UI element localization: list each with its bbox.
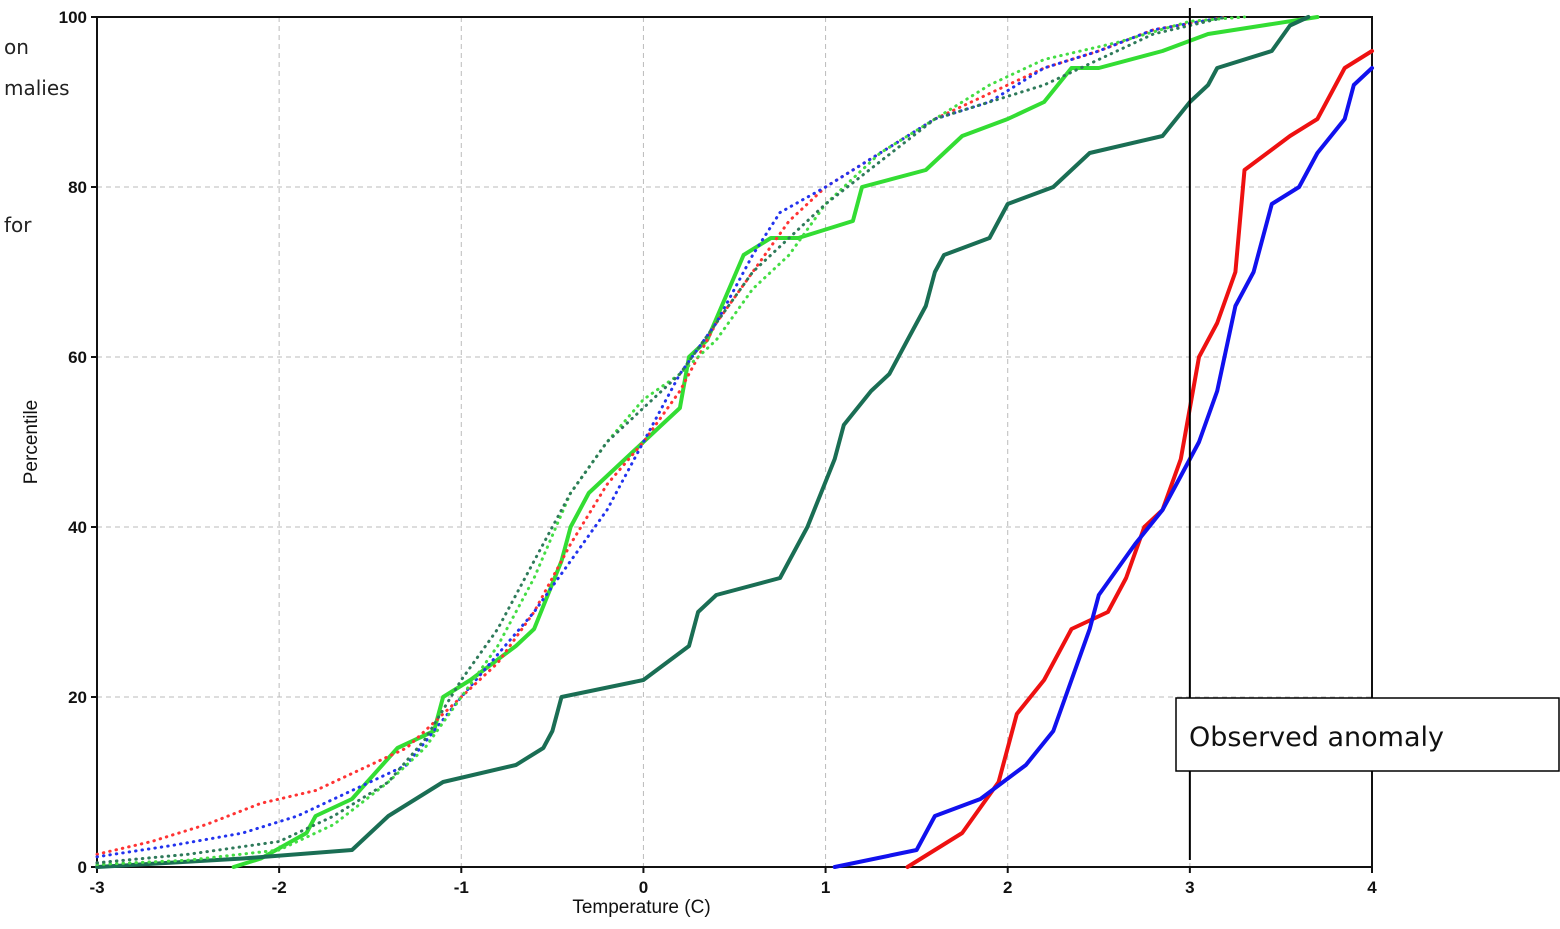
x-axis: -3 -2 -1 0 1 2 3 4 — [89, 867, 1377, 897]
text-fragment-1: on — [4, 35, 29, 59]
y-tick-label: 60 — [68, 348, 87, 367]
series-line-7 — [95, 15, 1246, 866]
x-tick-label: 4 — [1367, 878, 1377, 897]
text-fragment-2: malies — [4, 76, 70, 100]
x-tick-label: -2 — [272, 878, 287, 897]
y-tick-label: 0 — [78, 858, 87, 877]
y-tick-label: 40 — [68, 518, 87, 537]
y-tick-label: 80 — [68, 178, 87, 197]
y-axis-title: Percentile — [21, 400, 42, 485]
x-tick-label: 2 — [1003, 878, 1012, 897]
plot-frame — [96, 16, 1373, 868]
text-fragment-3: for — [4, 213, 32, 237]
series-group — [95, 15, 1374, 869]
x-tick-label: -3 — [89, 878, 104, 897]
series-line-2 — [95, 15, 1311, 869]
y-axis: 0 20 40 60 80 100 — [59, 8, 97, 877]
left-text-fragments: on malies for — [4, 35, 70, 237]
x-tick-label: -1 — [454, 878, 469, 897]
y-tick-label: 20 — [68, 688, 87, 707]
x-tick-label: 0 — [639, 878, 648, 897]
series-line-3 — [905, 49, 1374, 869]
y-tick-label: 100 — [59, 8, 87, 27]
annotation-box — [1175, 697, 1560, 772]
x-tick-label: 1 — [821, 878, 830, 897]
series-line-1 — [231, 15, 1320, 869]
x-tick-label: 3 — [1185, 878, 1194, 897]
series-line-4 — [832, 66, 1374, 869]
x-axis-title: Temperature (C) — [572, 897, 710, 918]
series-line-6 — [95, 15, 1228, 859]
series-line-5 — [95, 15, 1228, 856]
annotation-text: Observed anomaly — [1189, 722, 1444, 753]
series-line-8 — [95, 15, 1228, 865]
